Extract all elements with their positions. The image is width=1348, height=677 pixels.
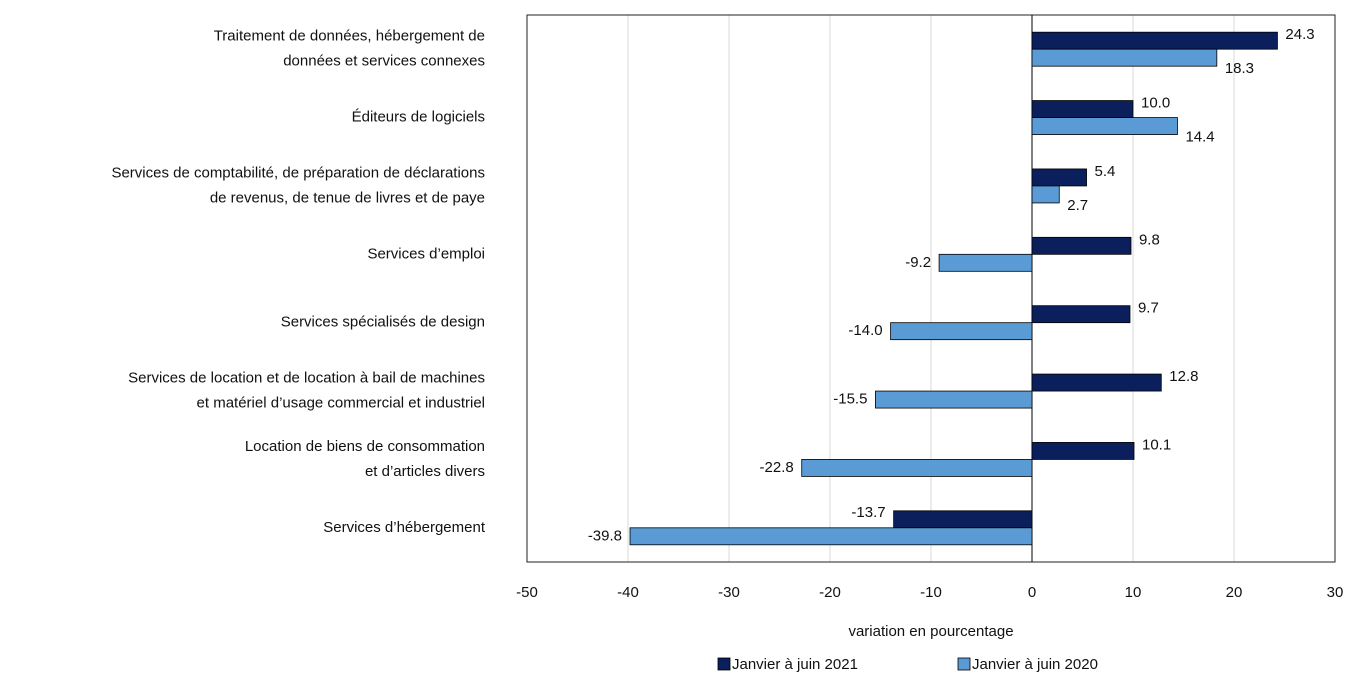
x-tick-label: 20	[1226, 584, 1243, 601]
bar	[1031, 48, 1218, 67]
y-tick-label: Location de biens de consommation	[245, 438, 485, 455]
value-label: 5.4	[1095, 163, 1116, 180]
x-axis-label: variation en pourcentage	[848, 623, 1013, 640]
value-label: 18.3	[1225, 60, 1254, 77]
bar	[1031, 100, 1134, 118]
bar	[1031, 185, 1060, 204]
bar	[875, 390, 1033, 409]
legend-swatch	[717, 657, 731, 671]
y-tick-label: de revenus, de tenue de livres et de pay…	[210, 189, 485, 206]
value-label: -15.5	[833, 391, 867, 408]
x-tick-label: 30	[1327, 584, 1344, 601]
value-label: 24.3	[1285, 26, 1314, 43]
value-label: 9.8	[1139, 231, 1160, 248]
x-tick-label: -40	[617, 584, 639, 601]
bar	[1031, 168, 1087, 187]
value-label: 10.1	[1142, 436, 1171, 453]
bar	[1031, 117, 1178, 135]
plot-border	[526, 14, 1336, 563]
bar	[629, 527, 1033, 546]
value-label: -39.8	[588, 527, 622, 544]
bar	[1031, 236, 1132, 255]
x-tick-label: -10	[920, 584, 942, 601]
bar	[801, 459, 1033, 477]
legend-label: Janvier à juin 2020	[972, 656, 1098, 673]
value-label: 10.0	[1141, 95, 1170, 112]
y-tick-label: Éditeurs de logiciels	[352, 109, 485, 126]
y-tick-label: Services de comptabilité, de préparation…	[111, 164, 485, 181]
y-tick-label: Services d’hébergement	[323, 519, 486, 536]
value-label: -9.2	[905, 254, 931, 271]
value-label: 9.7	[1138, 300, 1159, 317]
x-tick-label: 0	[1028, 584, 1036, 601]
value-label: -13.7	[851, 504, 885, 521]
bar	[890, 322, 1033, 341]
y-tick-label: données et services connexes	[283, 53, 485, 70]
x-tick-label: -20	[819, 584, 841, 601]
x-tick-label: 10	[1125, 584, 1142, 601]
x-tick-label: -50	[516, 584, 538, 601]
legend-label: Janvier à juin 2021	[732, 656, 858, 673]
y-tick-label: Traitement de données, hébergement de	[214, 28, 485, 45]
bar	[1031, 305, 1131, 324]
bar	[1031, 373, 1162, 392]
y-tick-label: Services spécialisés de design	[281, 314, 485, 331]
y-tick-label: et d’articles divers	[365, 463, 485, 480]
bar	[1031, 442, 1135, 460]
y-tick-label: et matériel d’usage commercial et indust…	[197, 395, 485, 412]
value-label: -14.0	[848, 322, 882, 339]
value-label: 2.7	[1067, 197, 1088, 214]
value-label: 14.4	[1185, 129, 1214, 146]
y-tick-label: Services d’emploi	[367, 245, 485, 262]
y-tick-label: Services de location et de location à ba…	[128, 370, 485, 387]
bar	[938, 253, 1033, 272]
value-label: -22.8	[760, 459, 794, 476]
bar	[1031, 31, 1278, 50]
value-label: 12.8	[1169, 368, 1198, 385]
x-tick-label: -30	[718, 584, 740, 601]
bar	[893, 510, 1033, 529]
legend-swatch	[957, 657, 971, 671]
